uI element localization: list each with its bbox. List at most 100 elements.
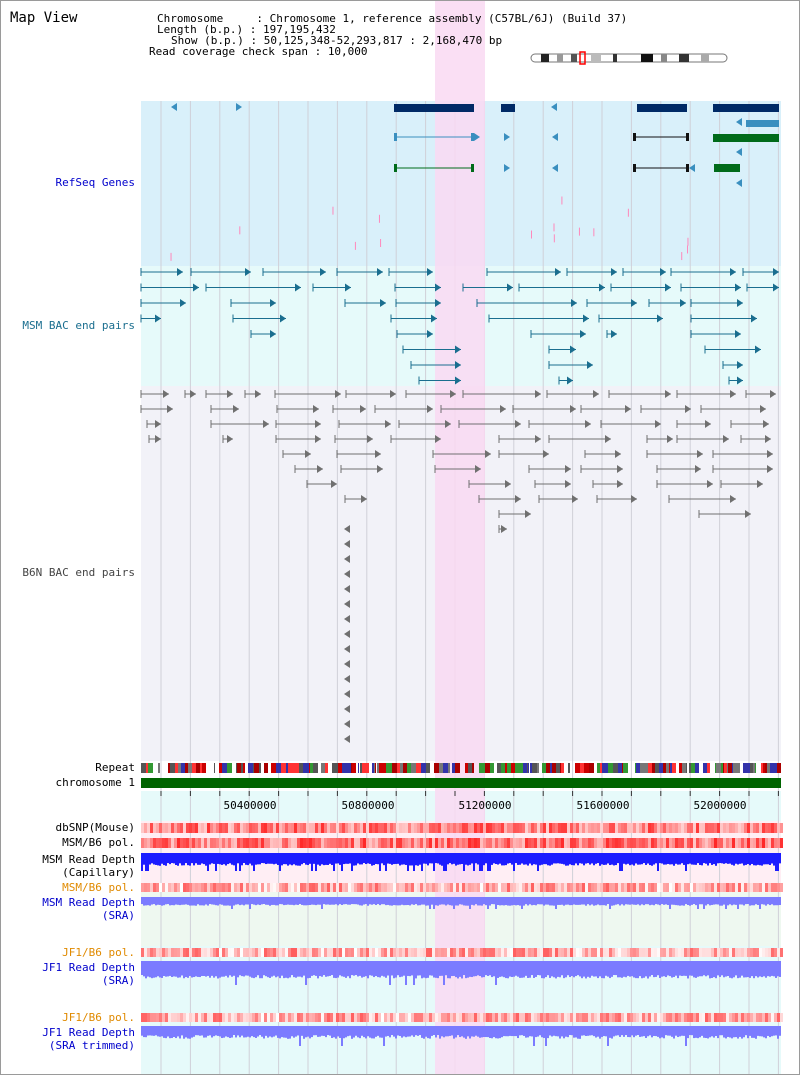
depth-bar (759, 1026, 761, 1037)
heat-cell (567, 883, 570, 892)
heat-cell (369, 948, 372, 957)
chromosome-ideogram[interactable] (530, 51, 728, 65)
heat-cell (531, 948, 534, 957)
depth-bar (373, 1026, 375, 1039)
heat-cell (537, 948, 540, 957)
heat-cell (639, 823, 642, 833)
depth-bar (519, 853, 521, 865)
heat-cell (612, 1013, 615, 1022)
depth-bar (751, 853, 753, 864)
depth-bar (427, 961, 429, 978)
heat-cell (174, 823, 177, 833)
heat-cell (231, 1013, 234, 1022)
depth-bar (645, 961, 647, 977)
heat-cell (339, 948, 342, 957)
track-label-refseq[interactable]: RefSeq Genes (55, 176, 135, 189)
heat-cell (750, 1013, 753, 1022)
heat-cell (351, 883, 354, 892)
heat-cell (285, 1013, 288, 1022)
heat-cell (495, 1013, 498, 1022)
depth-bar (495, 853, 497, 865)
depth-bar (403, 961, 405, 976)
depth-bar (669, 853, 671, 865)
heat-cell (345, 883, 348, 892)
repeat-element (765, 763, 767, 773)
chromosome-info: Chromosome : Chromosome 1, reference ass… (157, 12, 628, 25)
depth-bar (209, 853, 211, 865)
heat-cell (393, 948, 396, 957)
repeat-element (686, 763, 687, 773)
heat-cell (516, 948, 519, 957)
heat-cell (207, 948, 210, 957)
heat-cell (594, 1013, 597, 1022)
depth-bar (219, 853, 221, 865)
repeat-element (623, 763, 628, 773)
heat-cell (423, 948, 426, 957)
depth-bar (361, 897, 363, 906)
heat-cell (225, 838, 228, 848)
heat-cell (591, 883, 594, 892)
depth-bar (623, 853, 625, 864)
depth-bar (547, 897, 549, 905)
heat-cell (441, 948, 444, 957)
heat-cell (384, 823, 387, 833)
depth-bar (277, 961, 279, 977)
heat-cell (579, 883, 582, 892)
heat-cell (378, 883, 381, 892)
heat-cell (747, 883, 750, 892)
heat-cell (654, 823, 657, 833)
heat-cell (747, 823, 750, 833)
depth-bar (741, 961, 743, 976)
heat-cell (375, 838, 378, 848)
b6n-bac-pairs-track[interactable] (140, 390, 776, 743)
depth-bar (637, 1026, 639, 1036)
heat-cell (162, 883, 165, 892)
b6n-pair-arrow (335, 390, 341, 398)
heat-cell (666, 1013, 669, 1022)
depth-bar (295, 897, 297, 905)
heat-cell (663, 883, 666, 892)
depth-bar (431, 961, 433, 976)
depth-bar (609, 961, 611, 979)
depth-bar (603, 961, 605, 979)
heat-cell (348, 838, 351, 848)
depth-bar (775, 897, 777, 906)
repeat-element (295, 763, 299, 773)
heat-cell (573, 838, 576, 848)
depth-bar (261, 853, 263, 864)
depth-bar (627, 897, 629, 905)
depth-bar (599, 961, 601, 977)
heat-cell (156, 838, 159, 848)
b6n-pair-arrow (570, 405, 576, 413)
depth-bar (625, 853, 627, 865)
depth-bar (601, 961, 603, 979)
depth-bar (469, 961, 471, 977)
repeat-element (645, 763, 648, 773)
heat-cell (765, 823, 768, 833)
heat-cell (576, 823, 579, 833)
heat-cell (666, 838, 669, 848)
depth-bar (689, 1026, 691, 1036)
b6n-pair-arrow (667, 435, 673, 443)
depth-bar (473, 961, 475, 977)
repeat-element (743, 763, 748, 773)
depth-bar (141, 961, 143, 976)
heat-cell (351, 948, 354, 957)
depth-bar (641, 1026, 643, 1037)
heat-cell (141, 823, 144, 833)
repeat-element (288, 763, 290, 773)
track-label-jf1-b6-pol-trim: JF1/B6 pol. (62, 1011, 135, 1024)
track-label-b6n-bac[interactable]: B6N BAC end pairs (22, 566, 135, 579)
heat-cell (609, 823, 612, 833)
refseq-gene-track[interactable] (170, 103, 779, 261)
depth-bar (635, 853, 637, 864)
heat-cell (195, 948, 198, 957)
msm-bac-pairs-track[interactable] (140, 268, 779, 385)
track-label-msm-bac[interactable]: MSM BAC end pairs (22, 319, 135, 332)
heat-cell (429, 838, 432, 848)
repeat-element (715, 763, 716, 773)
heat-cell (180, 823, 183, 833)
heat-cell (576, 1013, 579, 1022)
b6n-pair-arrow (723, 435, 729, 443)
